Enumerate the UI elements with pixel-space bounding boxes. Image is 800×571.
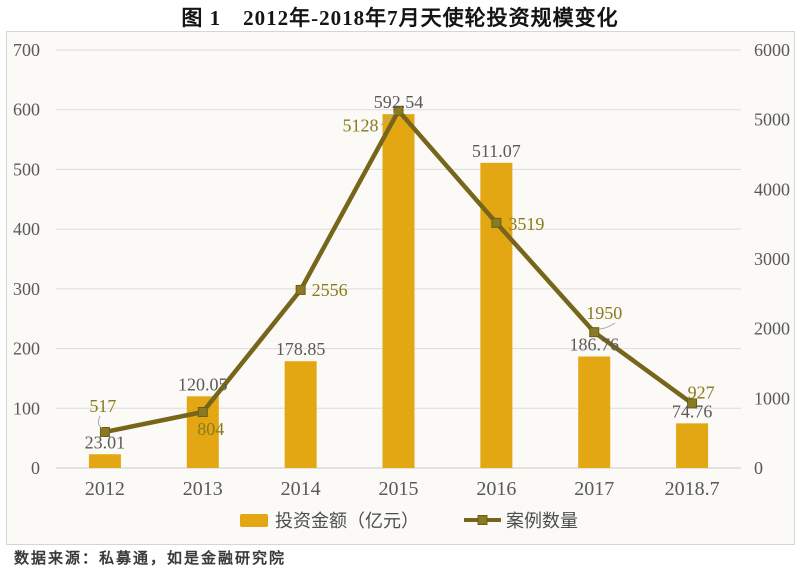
marker-2012	[99, 426, 110, 437]
line-value-label: 5128	[343, 116, 379, 136]
bar-value-label: 186.76	[569, 334, 619, 354]
right-axis-tick: 0	[754, 458, 763, 478]
line-value-label: 1950	[586, 303, 622, 323]
x-axis-label-2012: 2012	[85, 478, 125, 500]
bar-2018.7	[676, 423, 709, 468]
bar-value-label: 178.85	[276, 339, 326, 359]
left-axis-tick: 200	[13, 339, 40, 359]
marker-2013	[197, 406, 208, 417]
left-axis-tick: 500	[13, 159, 40, 179]
x-axis-label-2013: 2013	[183, 478, 223, 500]
bar-value-label: 23.01	[85, 432, 126, 452]
bar-value-label: 120.05	[178, 374, 228, 394]
line-value-label: 2556	[312, 280, 348, 300]
chart-title: 图 1 2012年-2018年7月天使轮投资规模变化	[181, 6, 619, 30]
left-axis-tick: 100	[13, 398, 40, 418]
label-leader-line	[97, 415, 103, 429]
bar-value-label: 511.07	[472, 141, 521, 161]
left-axis-tick: 0	[31, 458, 40, 478]
legend-bar-swatch	[240, 514, 268, 527]
left-axis-tick: 300	[13, 279, 40, 299]
left-axis-tick: 600	[13, 100, 40, 120]
line-value-label: 3519	[508, 214, 544, 234]
left-axis-tick: 700	[13, 40, 40, 60]
bar-2015	[382, 114, 415, 468]
x-axis-label-2018.7: 2018.7	[665, 478, 720, 500]
line-value-label: 804	[197, 419, 224, 439]
marker-2014	[295, 284, 306, 295]
x-axis-label-2014: 2014	[281, 478, 321, 500]
data-source-note: 数据来源：私募通，如是金融研究院	[14, 551, 287, 567]
bar-value-label: 74.76	[672, 401, 713, 421]
legend-line-marker	[477, 515, 488, 525]
right-axis-tick: 4000	[754, 179, 790, 199]
marker-2015	[393, 105, 404, 116]
marker-2016	[491, 217, 502, 228]
bar-2017	[578, 356, 611, 468]
label-leader-line	[598, 322, 616, 330]
right-axis-tick: 6000	[754, 40, 790, 60]
x-axis-label-2017: 2017	[574, 478, 614, 500]
line-value-label: 517	[89, 396, 116, 416]
right-axis-tick: 2000	[754, 319, 790, 339]
right-axis-tick: 3000	[754, 249, 790, 269]
chart-frame: 0 100 200 300 400 500 600 700 0 1000 2000 3000 4000 5…	[6, 31, 795, 545]
legend-bar-label: 投资金额（亿元）	[275, 511, 419, 531]
line-value-label: 927	[688, 382, 715, 402]
label-leader-line	[380, 112, 396, 126]
marker-2017	[589, 327, 600, 338]
x-axis-label-2016: 2016	[476, 478, 516, 500]
bar-2014	[284, 361, 317, 468]
right-axis-tick: 5000	[754, 110, 790, 130]
x-axis-label-2015: 2015	[379, 478, 419, 500]
left-axis-tick: 400	[13, 219, 40, 239]
bar-2012	[88, 454, 121, 468]
chart-canvas: 0 100 200 300 400 500 600 700 0 1000 2000 3000 4000 5…	[13, 40, 790, 531]
right-axis-tick: 1000	[754, 388, 790, 408]
legend-line-label: 案例数量	[506, 511, 578, 531]
bar-value-label: 592.54	[374, 92, 424, 112]
marker-2018.7	[687, 398, 698, 409]
